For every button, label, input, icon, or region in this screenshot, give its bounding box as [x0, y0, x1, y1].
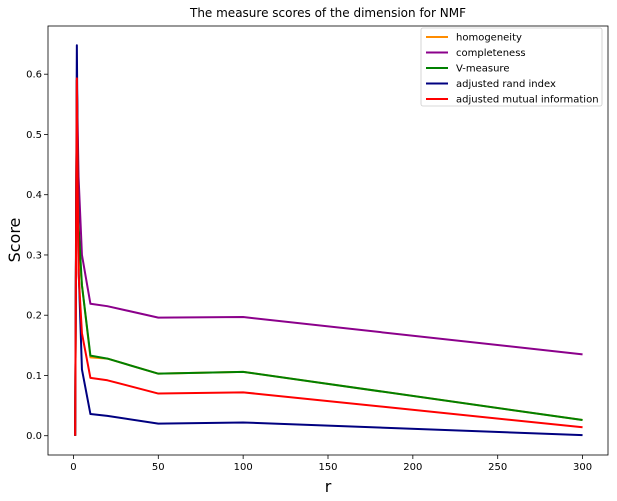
y-axis-label: Score: [5, 218, 24, 263]
y-tick-label: 0.5: [26, 130, 42, 141]
y-tick-label: 0.0: [26, 431, 42, 442]
chart-title: The measure scores of the dimension for …: [189, 6, 466, 20]
legend: homogeneity completeness V-measure adjusted…: [420, 27, 603, 107]
x-tick-label: 50: [152, 462, 165, 473]
legend-entry: completeness: [456, 48, 526, 59]
legend-entry: V-measure: [456, 64, 509, 75]
x-tick-label: 150: [318, 462, 337, 473]
series-line-completeness: [74, 79, 583, 436]
y-tick-label: 0.4: [26, 190, 42, 201]
series-lines: [74, 44, 583, 437]
series-line-adjusted-mutual-information: [74, 77, 583, 436]
y-tick-label: 0.6: [26, 70, 42, 81]
x-axis-ticks: 0 50 100 150 200 250 300: [70, 455, 592, 473]
x-axis-label: r: [325, 477, 332, 496]
legend-box: [420, 27, 603, 107]
x-tick-label: 250: [488, 462, 507, 473]
x-tick-label: 200: [403, 462, 422, 473]
x-tick-label: 0: [70, 462, 76, 473]
x-tick-label: 300: [573, 462, 592, 473]
y-axis-ticks: 0.0 0.1 0.2 0.3 0.4 0.5 0.6: [26, 70, 48, 442]
y-tick-label: 0.1: [26, 371, 42, 382]
series-line-homogeneity: [74, 79, 583, 436]
series-line-v-measure: [74, 79, 583, 436]
y-tick-label: 0.2: [26, 311, 42, 322]
y-tick-label: 0.3: [26, 250, 42, 261]
legend-entry: homogeneity: [456, 33, 522, 44]
legend-entry: adjusted mutual information: [456, 95, 599, 106]
x-tick-label: 100: [234, 462, 253, 473]
legend-entry: adjusted rand index: [456, 79, 556, 90]
